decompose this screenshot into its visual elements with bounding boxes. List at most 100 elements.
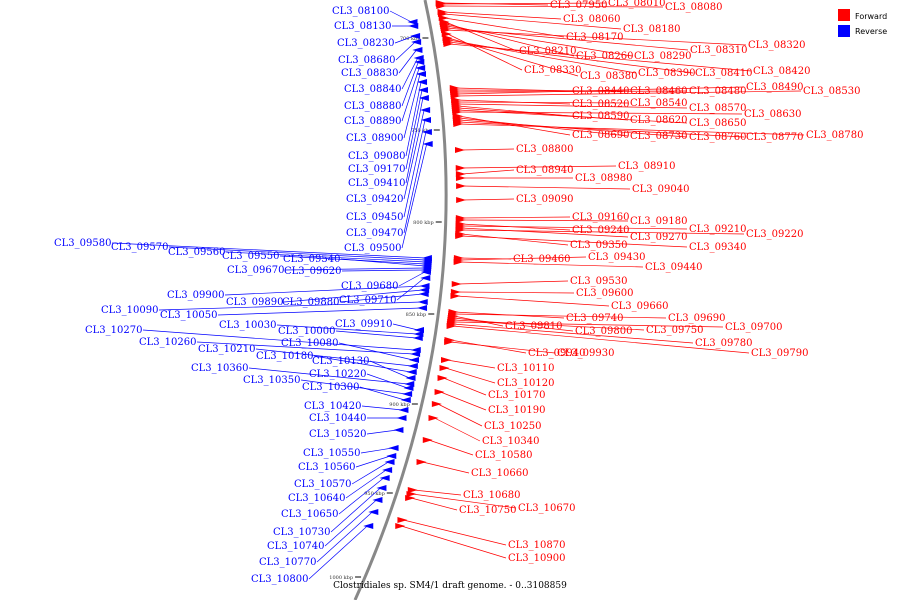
forward-gene-label: CL3_08180 [623, 24, 680, 35]
reverse-leader-line [389, 10, 412, 23]
forward-gene-label: CL3_08490 [746, 82, 803, 93]
forward-leader-line [456, 295, 610, 307]
reverse-gene-arrow [411, 39, 422, 45]
forward-gene-label: CL3_07950 [550, 0, 607, 11]
scale-tick-label: 750 kbp [411, 128, 432, 134]
reverse-gene-label: CL3_08130 [334, 21, 391, 32]
reverse-gene-label: CL3_09450 [346, 212, 403, 223]
forward-leader-line [442, 5, 664, 8]
forward-gene-label: CL3_09210 [689, 224, 746, 235]
forward-gene-arrow [455, 233, 466, 239]
reverse-leader-line [308, 525, 368, 580]
forward-gene-label: CL3_08420 [753, 66, 810, 77]
reverse-leader-line [403, 119, 426, 218]
reverse-gene-label: CL3_10030 [219, 320, 276, 331]
forward-gene-arrow [455, 227, 466, 233]
reverse-gene-arrow [406, 369, 417, 375]
reverse-gene-arrow [420, 269, 431, 275]
forward-leader-line [441, 2, 607, 5]
forward-gene-label: CL3_09180 [630, 216, 687, 227]
forward-gene-label: CL3_08690 [572, 130, 629, 141]
forward-gene-label: CL3_09780 [695, 338, 752, 349]
forward-leader-line [450, 341, 556, 354]
reverse-leader-line [340, 258, 426, 267]
reverse-gene-arrow [410, 347, 421, 353]
reverse-leader-line [401, 61, 419, 107]
reverse-gene-label: CL3_10210 [198, 344, 255, 355]
reverse-gene-label: CL3_10650 [281, 509, 338, 520]
forward-leader-line [401, 525, 507, 559]
reverse-leader-line [324, 499, 377, 547]
reverse-gene-label: CL3_10080 [281, 338, 338, 349]
forward-leader-line [461, 227, 629, 238]
reverse-gene-label: CL3_10550 [303, 448, 360, 459]
scale-tick-label: 900 kbp [389, 402, 410, 408]
reverse-gene-arrow [413, 331, 424, 337]
reverse-leader-line [405, 81, 422, 157]
forward-leader-line [447, 33, 523, 71]
forward-gene-label: CL3_10120 [497, 378, 554, 389]
forward-gene-label: CL3_08260 [576, 51, 633, 62]
forward-leader-line [460, 148, 515, 151]
forward-gene-label: CL3_08570 [689, 103, 746, 114]
forward-gene-label: CL3_09940 [528, 348, 585, 359]
forward-gene-arrow [397, 517, 408, 523]
forward-leader-line [452, 325, 750, 354]
forward-gene-arrow [407, 487, 418, 493]
forward-gene-arrow [436, 3, 447, 9]
reverse-leader-line [403, 73, 421, 139]
forward-leader-line [453, 319, 645, 331]
forward-gene-label: CL3_08380 [580, 71, 637, 82]
forward-gene-label: CL3_08910 [618, 161, 675, 172]
forward-gene-arrow [395, 523, 406, 529]
reverse-leader-line [401, 67, 420, 122]
reverse-gene-label: CL3_10350 [243, 375, 300, 386]
forward-features: CL3_07950 CL3_08010 CL3_08080CL3_08060CL3_… [395, 0, 863, 564]
forward-gene-label: CL3_10670 [518, 503, 575, 514]
reverse-gene-arrow [414, 59, 425, 65]
scale-tick-label: 850 kbp [406, 312, 427, 318]
reverse-gene-arrow [418, 87, 428, 93]
forward-leader-line [411, 497, 458, 511]
scale-tick-label: 1000 kbp [329, 575, 353, 581]
forward-leader-line [446, 359, 496, 369]
forward-gene-arrow [428, 415, 439, 421]
forward-gene-label: CL3_08800 [516, 144, 573, 155]
reverse-gene-arrow [376, 485, 387, 491]
forward-leader-line [459, 121, 745, 138]
reverse-gene-arrow [412, 47, 423, 53]
reverse-gene-label: CL3_09420 [346, 194, 403, 205]
forward-gene-arrow [455, 171, 466, 177]
forward-leader-line [445, 367, 496, 384]
reverse-leader-line [341, 269, 426, 272]
reverse-gene-label: CL3_10800 [251, 574, 308, 585]
reverse-gene-arrow [420, 107, 431, 113]
forward-gene-label: CL3_08540 [630, 98, 687, 109]
forward-gene-label: CL3_08010 [608, 0, 665, 9]
reverse-gene-label: CL3_08100 [332, 6, 389, 17]
reverse-gene-arrow [410, 351, 421, 357]
reverse-gene-label: CL3_09620 [284, 266, 341, 277]
reverse-gene-arrow [419, 283, 430, 289]
forward-gene-label: CL3_08330 [524, 65, 581, 76]
forward-leader-line [412, 493, 517, 509]
forward-leader-line [457, 101, 629, 104]
reverse-gene-arrow [417, 299, 428, 305]
forward-gene-label: CL3_08390 [638, 68, 695, 79]
reverse-gene-label: CL3_09910 [335, 319, 392, 330]
forward-gene-label: CL3_08530 [803, 86, 860, 97]
reverse-leader-line [405, 89, 423, 170]
forward-gene-label: CL3_08210 [519, 46, 576, 57]
forward-gene-arrow [455, 175, 466, 181]
reverse-gene-label: CL3_09500 [344, 243, 401, 254]
reverse-gene-arrow [407, 363, 418, 369]
reverse-leader-line [366, 429, 398, 435]
scale-ticks: 700 kbp 750 kbp 800 kbp 850 kbp 900 kbp 950 k… [329, 36, 442, 581]
reverse-leader-line [351, 461, 389, 485]
forward-leader-line [458, 111, 743, 115]
reverse-leader-line [338, 342, 414, 361]
forward-gene-arrow [431, 401, 442, 407]
reverse-leader-line [366, 373, 408, 389]
forward-leader-line [403, 519, 507, 546]
forward-gene-label: CL3_09690 [668, 313, 725, 324]
